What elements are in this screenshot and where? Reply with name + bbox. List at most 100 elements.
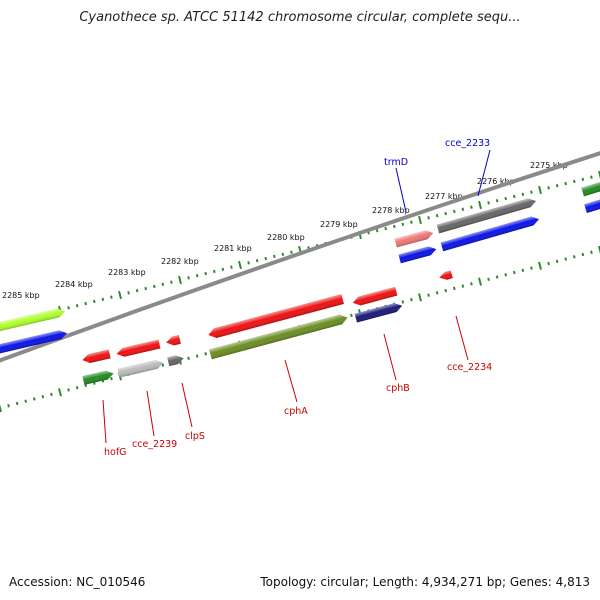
gene-arrow-shade [82,370,114,385]
gene-arrow-shade [584,199,600,213]
scale-tick [272,254,276,259]
scale-tick [547,186,550,190]
scale-tick [41,395,45,399]
gene-arrow-shade [0,330,68,356]
map-title: Cyanothece sp. ATCC 51142 chromosome cir… [79,10,521,25]
scale-tick [84,301,88,306]
scale-tick [127,291,130,295]
scale-tick [221,267,225,271]
scale-tick [67,306,70,310]
scale-tick [461,207,465,211]
scale-tick [461,284,465,288]
gene-features [0,181,600,385]
gene-arrow-shade [352,286,398,306]
gene-label: cce_2239 [132,439,177,450]
leader-line [383,333,397,381]
scale-tick [470,205,473,209]
scale-tick [504,196,508,201]
scale-tick [504,273,508,277]
kbp-label: 2275 kbp [530,161,568,170]
scale-tick [144,286,148,291]
scale-tick [401,222,405,226]
scale-tick [375,229,379,233]
scale-tick [452,286,456,291]
kbp-label: 2285 kbp [2,291,40,300]
kbp-label: 2284 kbp [55,280,93,289]
scale-tick [572,255,576,259]
gene-label: hofG [104,447,127,458]
kbp-label: 2282 kbp [161,257,199,266]
scale-tick [581,177,585,181]
gene-label: cce_2234 [447,362,492,373]
scale-tick [187,356,190,361]
scale-tick [487,201,490,205]
scale-tick [452,209,456,214]
scale-tick [110,295,113,299]
leader-line [395,167,407,213]
scale-tick [401,300,405,304]
scale-tick [178,275,182,285]
scale-tick [512,194,516,199]
scale-tick [418,215,422,225]
scale-tick [444,288,448,293]
gene-arrow-shade [208,294,344,339]
leader-line [181,382,193,428]
scale-tick [75,385,79,390]
scale-tick [435,291,439,295]
scale-tick [204,271,208,276]
gene-arrow-shade [581,181,600,197]
scale-tick [58,388,62,397]
scale-tick [418,293,422,302]
scale-tick [101,297,105,301]
scale-tick [118,290,122,300]
scale-tick [24,399,28,403]
gene-arrow-shade [354,303,403,323]
scale-tick [572,179,576,184]
scale-tick [255,259,259,263]
gene-arrow-shade [116,339,161,357]
scale-tick [590,175,593,179]
scale-tick [238,260,242,270]
leader-line [455,315,469,361]
scale-tick [187,276,190,280]
scale-tick [110,376,113,381]
kbp-label: 2281 kbp [214,244,252,253]
scale-tick [161,282,165,286]
gene-label: cphB [386,383,410,394]
scale-tick [247,261,250,265]
gene-label: clpS [185,431,205,442]
scale-tick [495,199,499,203]
gene-label: trmD [384,157,408,168]
leader-line [102,399,107,444]
leader-line [284,359,298,403]
scale-tick [170,280,173,284]
scale-tick [564,257,568,261]
scale-tick [384,226,388,231]
gene-label: cce_2233 [445,138,490,149]
scale-tick [75,304,79,308]
scale-tick [512,270,516,275]
kbp-label: 2280 kbp [267,233,305,242]
gene-arrow-shade [398,246,437,264]
scale-tick [32,397,36,401]
chromosome-backbone [0,151,600,363]
gene-arrow-shade [439,270,453,280]
scale-tick [521,192,525,196]
scale-tick [581,252,585,257]
scale-tick [590,250,593,254]
scale-tick [290,250,293,254]
outer-tick-ring [0,170,600,330]
scale-tick [204,352,208,356]
scale-tick [7,404,10,408]
scale-tick [161,363,165,367]
scale-tick [230,265,233,269]
gene-arrow-shade [394,230,434,248]
scale-tick [555,259,559,263]
leader-line [146,390,155,437]
scale-tick [195,354,199,358]
scale-tick [350,313,353,318]
scale-tick [530,266,533,270]
scale-tick [555,184,559,188]
gene-arrow-shade [82,349,111,363]
gene-arrow-shade [117,360,164,378]
